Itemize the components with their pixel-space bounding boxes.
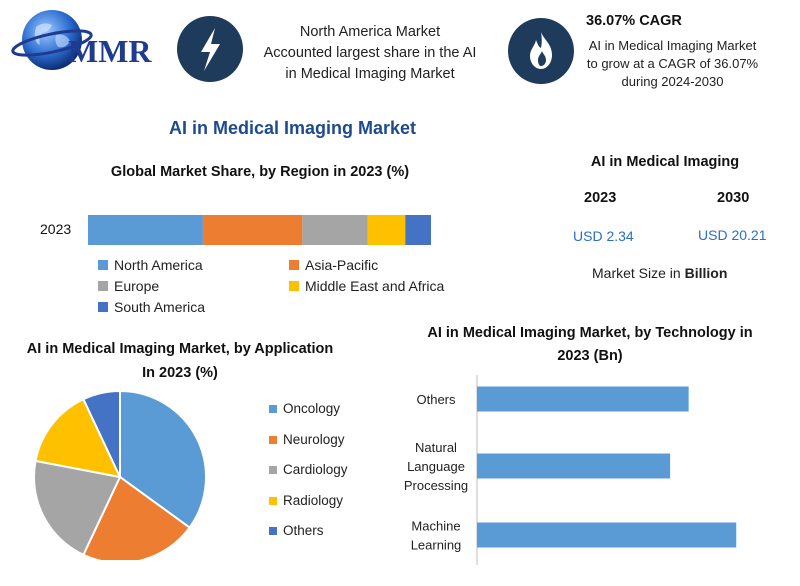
pie-legend-item: Others [269, 523, 324, 538]
legend-label: Europe [114, 278, 160, 294]
technology-chart-title: AI in Medical Imaging Market, by Technol… [427, 325, 753, 364]
tech-category-label: Machine Learning [411, 519, 462, 553]
legend-label: Radiology [283, 492, 344, 508]
main-title: AI in Medical Imaging Market [168, 118, 417, 138]
highlight-line: to grow at a CAGR of 36.07% [586, 56, 759, 71]
north-america-highlight: North America Market Accounted largest s… [245, 22, 495, 85]
pie-legend-item: Radiology [269, 493, 343, 508]
legend-swatch [98, 260, 108, 270]
legend-item: Asia-Pacific [289, 257, 378, 273]
legend-label: Oncology [283, 401, 341, 416]
tech-category-label: Natural Language Processing [404, 440, 468, 493]
legend-label: South America [114, 299, 206, 315]
legend-label: Asia-Pacific [305, 257, 379, 273]
legend-item: North America [98, 257, 203, 273]
legend-swatch [289, 260, 299, 270]
legend-swatch [98, 302, 108, 312]
flame-icon [508, 18, 574, 84]
market-size-unit: Market Size in Billion [592, 265, 727, 281]
market-size-year-2023: 2023 [584, 190, 617, 206]
region-category-label: 2023 [40, 221, 72, 237]
unit-prefix: Market Size in [592, 265, 685, 281]
pie-slice-oncology [119, 390, 207, 529]
legend-swatch [269, 527, 277, 535]
region-stacked-bar [88, 215, 431, 245]
pie-slice-others [82, 390, 121, 478]
region-chart-title: Global Market Share, by Region in 2023 (… [110, 164, 410, 180]
highlight-line: during 2024-2030 [621, 74, 724, 89]
tech-bar-natural-language-processing [477, 453, 671, 479]
legend-swatch [269, 496, 277, 505]
legend-swatch [269, 466, 277, 474]
highlight-line: Accounted largest share in the AI [263, 45, 477, 61]
technology-bar-chart: Others Natural Language Processing Machine Le… [404, 375, 737, 565]
legend-label: Middle East and Africa [305, 278, 445, 294]
legend-swatch [289, 281, 299, 291]
legend-label: Cardiology [283, 462, 348, 477]
tech-bar-others [477, 386, 689, 412]
logo-text: MMR [68, 33, 152, 69]
tech-category-label: Others [416, 392, 456, 407]
region-bar-segment-north-america [88, 215, 203, 245]
highlight-line: AI in Medical Imaging Market [588, 38, 757, 53]
lightning-icon [177, 16, 243, 82]
legend-swatch [98, 281, 108, 291]
region-bar-segment-middle-east-and-africa [367, 215, 406, 245]
pie-slice-cardiology [33, 459, 122, 557]
cagr-highlight: AI in Medical Imaging Market to grow at … [575, 37, 770, 91]
legend-item: Middle East and Africa [289, 278, 444, 294]
legend-swatch [269, 435, 277, 444]
cagr-title: 36.07% CAGR [586, 13, 682, 29]
pie-slice-neurology [82, 475, 191, 560]
legend-label: Neurology [283, 431, 345, 447]
legend-swatch [269, 405, 277, 413]
market-size-value-2023: USD 2.34 [573, 228, 634, 244]
pie-legend-item: Neurology [269, 432, 345, 447]
region-bar-segment-asia-pacific [202, 215, 303, 245]
legend-item: South America [98, 299, 205, 315]
region-bar-segment-south-america [405, 215, 431, 245]
application-chart-title: AI in Medical Imaging Market, by Applica… [26, 341, 334, 381]
mmr-logo: MMR [11, 10, 152, 70]
market-size-title: AI in Medical Imaging [590, 154, 740, 170]
tech-bar-machine-learning [477, 522, 737, 548]
pie-legend-item: Oncology [269, 401, 340, 416]
highlight-line: in Medical Imaging Market [285, 66, 455, 82]
market-size-year-2030: 2030 [717, 190, 750, 206]
highlight-line: North America Market [299, 24, 441, 40]
legend-label: North America [114, 257, 203, 273]
region-bar-segment-europe [302, 215, 368, 245]
unit-bold: Billion [684, 265, 728, 281]
application-pie-chart [33, 390, 207, 560]
legend-item: Europe [98, 278, 159, 294]
pie-slice-radiology [34, 397, 122, 479]
legend-label: Others [283, 523, 324, 538]
market-size-value-2030: USD 20.21 [698, 227, 767, 243]
pie-legend-item: Cardiology [269, 462, 348, 477]
